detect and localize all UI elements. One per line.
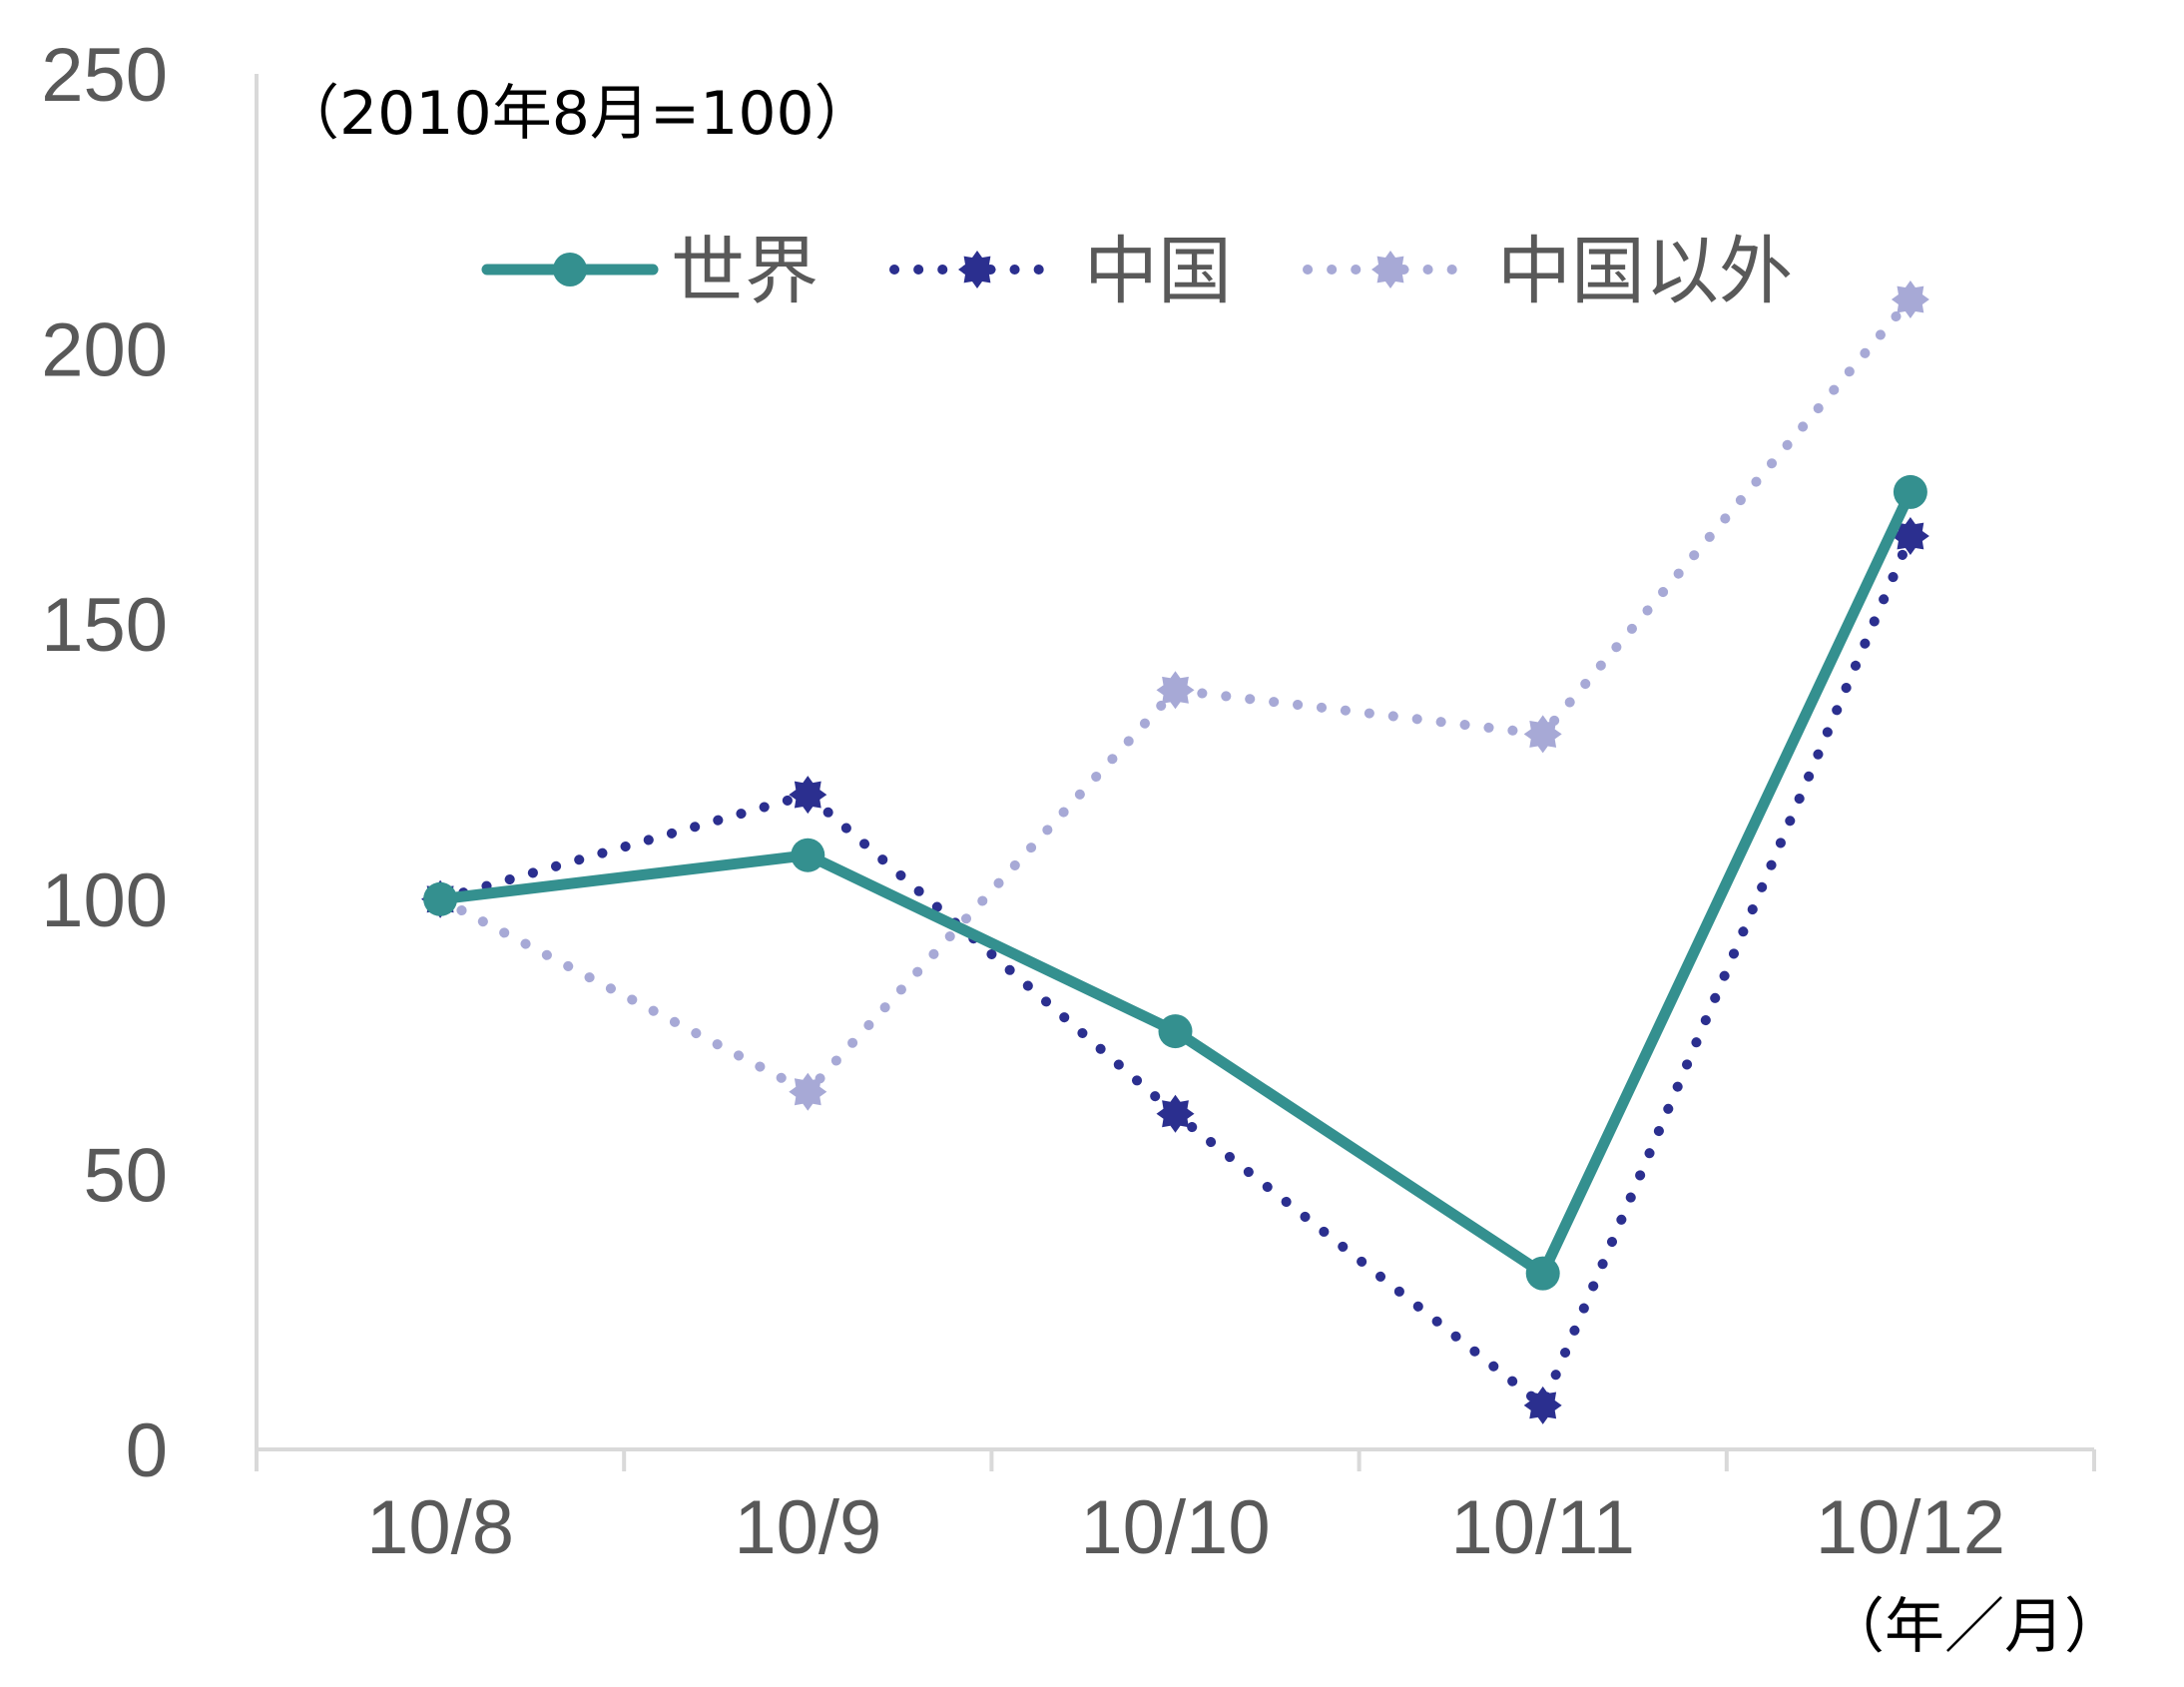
- data-point: [1891, 517, 1929, 555]
- data-point: [423, 881, 458, 916]
- data-point: [1156, 671, 1195, 710]
- axes: [255, 74, 2096, 1471]
- legend-label: 中国: [1084, 229, 1232, 314]
- y-tick-label: 50: [83, 1133, 168, 1218]
- data-point: [1158, 1014, 1193, 1049]
- y-tick-label: 100: [41, 858, 168, 943]
- data-point: [791, 838, 825, 872]
- x-tick-label: 10/11: [1450, 1485, 1635, 1570]
- series-0: [423, 474, 1927, 1291]
- x-tick-marks: [255, 1449, 2096, 1471]
- y-tick-label: 0: [126, 1408, 168, 1493]
- legend: 世界 中国 中国以外: [481, 229, 1793, 314]
- y-tick-label: 250: [41, 33, 168, 118]
- x-unit-label: （年／月）: [1825, 1592, 2124, 1662]
- data-point: [789, 1072, 827, 1111]
- x-tick-label: 10/9: [734, 1485, 881, 1570]
- data-point: [1156, 1094, 1195, 1133]
- y-tick-label: 200: [41, 308, 168, 393]
- legend-marker: [553, 253, 587, 286]
- data-point: [1891, 281, 1929, 318]
- series-2: [421, 281, 1929, 1111]
- data-point: [789, 776, 827, 815]
- series-1: [421, 517, 1929, 1424]
- x-tick-label: 10/10: [1080, 1485, 1270, 1570]
- series-layer: [421, 281, 1929, 1424]
- legend-item: 中国以外: [1303, 229, 1793, 314]
- legend-marker: [958, 251, 996, 288]
- x-tick-label: 10/8: [366, 1485, 514, 1570]
- legend-label: 世界: [671, 229, 819, 314]
- unit-note: （2010年8月=100）: [279, 79, 874, 149]
- y-tick-label: 150: [41, 583, 168, 668]
- legend-marker: [1371, 251, 1409, 288]
- x-tick-label: 10/12: [1816, 1485, 2005, 1570]
- legend-item: 世界: [481, 229, 819, 314]
- data-point: [1523, 715, 1562, 754]
- series-line: [439, 489, 1915, 1280]
- data-point: [1525, 1256, 1560, 1291]
- y-tick-labels: 0 50 100 150 200 250: [41, 33, 168, 1493]
- data-point: [1893, 474, 1927, 509]
- legend-item: 中国: [889, 229, 1232, 314]
- data-point: [1523, 1386, 1562, 1424]
- x-tick-labels: 10/8 10/9 10/10 10/11 10/12: [366, 1485, 2005, 1570]
- legend-label: 中国以外: [1497, 229, 1793, 314]
